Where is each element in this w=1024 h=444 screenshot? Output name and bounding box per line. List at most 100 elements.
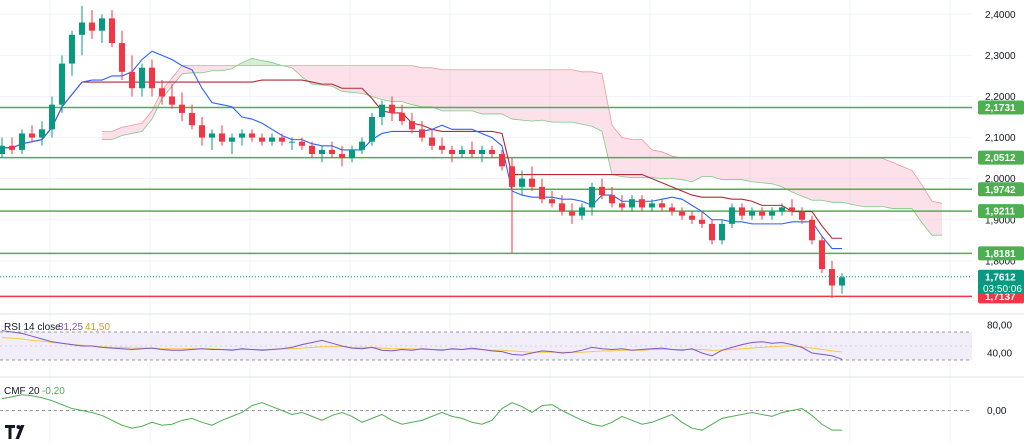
countdown-label: 03:50:06 <box>983 284 1022 295</box>
candle-body <box>289 141 295 143</box>
level-badge-label: 1,9211 <box>985 207 1015 218</box>
cloud-segment-bearish <box>702 158 712 177</box>
candle-body <box>109 18 115 44</box>
price-tick-label: 2,0000 <box>985 174 1016 185</box>
cloud-segment-bearish <box>592 71 602 132</box>
candle-body <box>789 207 795 212</box>
cloud-segment-bearish <box>372 65 382 100</box>
candle-body <box>9 145 15 150</box>
cloud-segment-bullish <box>262 60 272 66</box>
level-badge-label: 2,0512 <box>985 153 1016 164</box>
candle-body <box>649 203 655 208</box>
candle-body <box>69 34 75 64</box>
candle-body <box>439 145 445 150</box>
rsi-ma-line <box>1 337 843 353</box>
candle-body <box>269 137 275 142</box>
candle-body <box>509 166 515 187</box>
tradingview-logo[interactable] <box>5 425 25 439</box>
logo-t-shape <box>5 425 15 439</box>
cloud-segment-bearish <box>642 139 652 178</box>
rsi-legend[interactable]: RSI 14 close 31,25 41,50 <box>4 322 110 333</box>
cloud-segment-bearish <box>342 65 352 93</box>
cmf-axis: 0,00 <box>987 406 1007 417</box>
level-badge <box>978 100 1024 115</box>
rsi-lines <box>1 330 843 360</box>
cloud-segment-bearish <box>222 65 232 71</box>
candle-body <box>279 137 285 142</box>
cloud-segment-bearish <box>652 149 662 179</box>
cloud-segment-bearish <box>782 158 792 193</box>
support-resistance-levels <box>0 106 972 298</box>
candle-body <box>49 104 55 130</box>
candle-body <box>519 178 525 187</box>
cmf-line <box>1 394 842 431</box>
cloud-segment-bearish <box>602 73 612 175</box>
cloud-segment-bearish <box>192 65 202 73</box>
rsi-line <box>1 330 843 360</box>
rsi-legend-name: RSI 14 close <box>4 322 61 333</box>
candle-body <box>329 149 335 154</box>
price-tick-label: 2,2000 <box>985 92 1016 103</box>
cloud-segment-bearish <box>682 158 692 182</box>
candle-body <box>669 207 675 212</box>
cloud-segment-bearish <box>142 110 152 132</box>
senkou-span-a <box>102 58 942 236</box>
candle-body <box>629 199 635 208</box>
cloud-segment-bearish <box>802 158 812 201</box>
cloud-segment-bearish <box>422 67 432 107</box>
cloud-segment-bearish <box>102 131 112 140</box>
candle-body <box>39 129 45 138</box>
candle-body <box>169 96 175 105</box>
candle-body <box>389 104 395 113</box>
candle-body <box>799 211 805 220</box>
cloud-segment-bearish <box>832 158 842 203</box>
price-tick-label: 1,9000 <box>985 215 1016 226</box>
candle-body <box>679 211 685 216</box>
cloud-segment-bearish <box>582 71 592 127</box>
candle-body <box>749 211 755 216</box>
cloud-segment-bearish <box>632 139 642 178</box>
cloud-segment-bearish <box>892 162 902 209</box>
candle-body <box>149 67 155 89</box>
candle-body <box>29 133 35 138</box>
candle-body <box>589 186 595 208</box>
cmf-legend-value: -0,20 <box>42 386 65 397</box>
candle-body <box>559 203 565 212</box>
candle-body <box>709 223 715 241</box>
cloud-segment-bearish <box>382 65 392 102</box>
candle-body <box>349 149 355 159</box>
candle-body <box>609 195 615 204</box>
candle-body <box>359 141 365 150</box>
cloud-segment-bearish <box>572 69 582 125</box>
cloud-segment-bearish <box>132 123 142 134</box>
logo-dot <box>16 425 21 429</box>
candle-body <box>639 199 645 208</box>
cmf-legend[interactable]: CMF 20 -0,20 <box>4 386 65 397</box>
candle-body <box>659 203 665 208</box>
candle-body <box>299 141 305 146</box>
rsi-axis: 80,00 40,00 <box>987 321 1012 360</box>
cloud-segment-bearish <box>552 69 562 123</box>
rsi-ma-legend-value: 41,50 <box>85 322 110 333</box>
cloud-segment-bearish <box>742 158 752 182</box>
cmf-lines <box>0 394 972 431</box>
cloud-segment-bearish <box>822 158 832 203</box>
candle-body <box>699 219 705 224</box>
candle-body <box>569 211 575 216</box>
level-badge <box>978 182 1024 197</box>
candle-body <box>19 133 25 150</box>
cloud-segment-bearish <box>172 65 182 87</box>
candle-body <box>0 145 5 154</box>
candle-body <box>759 211 765 216</box>
ichimoku-cloud <box>102 58 943 236</box>
candle-body <box>419 129 425 138</box>
price-tick-label: 2,3000 <box>985 51 1016 62</box>
cloud-segment-bearish <box>882 158 892 209</box>
cloud-segment-bearish <box>412 65 422 107</box>
logo-v-shape <box>15 425 25 439</box>
cloud-segment-bearish <box>612 125 622 177</box>
level-badge-label: 2,1731 <box>985 103 1016 114</box>
price-axis[interactable]: 2,4000 2,3000 2,2000 2,1000 2,0000 1,9000 1,80… <box>985 10 1016 268</box>
cloud-segment-bullish <box>242 58 252 66</box>
